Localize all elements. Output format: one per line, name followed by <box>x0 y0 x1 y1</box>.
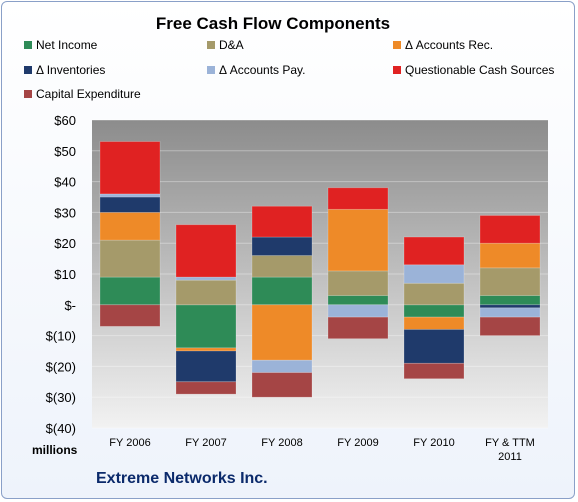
y-tick-label: $30 <box>54 205 76 220</box>
legend-item-accounts-pay: Δ Accounts Pay. <box>207 63 306 77</box>
legend-swatch <box>393 41 401 49</box>
x-tick-label: FY 2009 <box>337 437 378 449</box>
legend-swatch <box>207 41 215 49</box>
legend-item-accounts-rec: Δ Accounts Rec. <box>393 38 493 52</box>
legend-label: D&A <box>219 38 244 52</box>
company-name: Extreme Networks Inc. <box>96 470 268 487</box>
bar-segment <box>99 141 161 195</box>
bar-segment <box>175 279 237 306</box>
legend-label: Δ Accounts Rec. <box>405 38 494 52</box>
bar-segment <box>99 196 161 213</box>
y-tick-label: $- <box>64 298 76 313</box>
bar-segment <box>479 215 541 244</box>
bar-segment <box>403 316 465 330</box>
legend-label: Net Income <box>36 38 98 52</box>
bar-segment <box>99 239 161 278</box>
x-axis: FY 2006 FY 2007 FY 2008 FY 2009 FY 2010 FY & … <box>109 437 535 463</box>
bar-segment <box>251 372 313 398</box>
bar-segment <box>403 304 465 318</box>
bar-segment <box>251 205 313 238</box>
legend-item-inventories: Δ Inventories <box>24 63 105 77</box>
y-tick-label: $40 <box>54 175 76 190</box>
legend-label: Δ Inventories <box>36 63 106 77</box>
legend-item-da: D&A <box>207 38 244 52</box>
bar-segment <box>403 329 465 364</box>
chart-title: Free Cash Flow Components <box>155 14 391 33</box>
bar-segment <box>327 295 389 306</box>
x-tick-label: FY & TTM 2011 <box>485 437 535 463</box>
gridlines <box>92 119 548 429</box>
bar-segment <box>175 381 237 395</box>
y-tick-label: $60 <box>54 113 76 128</box>
legend-swatch <box>24 66 32 74</box>
legend-label: Capital Expenditure <box>36 87 141 101</box>
bar-segment <box>403 264 465 284</box>
bar-segment <box>479 307 541 318</box>
bar-segment <box>251 236 313 256</box>
bar-segment <box>175 224 237 278</box>
bar-segment <box>479 267 541 296</box>
bar-segment <box>251 359 313 373</box>
x-tick-label: FY 2010 <box>413 437 454 449</box>
bar-segment <box>251 304 313 361</box>
bar-segment <box>99 304 161 327</box>
bar-segment <box>175 304 237 349</box>
bar-segment <box>175 347 237 352</box>
legend-swatch <box>393 66 401 74</box>
bar-segment <box>251 276 313 306</box>
legend-swatch <box>207 66 215 74</box>
bar-segment <box>479 295 541 306</box>
x-tick-label: FY 2008 <box>261 437 302 449</box>
bar-segment <box>327 187 389 210</box>
bar-segment <box>99 211 161 241</box>
bar-segment <box>175 276 237 281</box>
legend-swatch <box>24 90 32 98</box>
y-tick-label: $50 <box>54 144 76 159</box>
legend-swatch <box>24 41 32 49</box>
y-axis: $60 $50 $40 $30 $20 $10 $- $(10) $(20) $(30) $(40) <box>46 113 76 436</box>
y-tick-label: $10 <box>54 267 76 282</box>
bars <box>99 141 541 398</box>
bar-segment <box>403 362 465 380</box>
bar-segment <box>403 236 465 266</box>
bar-segment <box>403 282 465 306</box>
y-tick-label: $(10) <box>46 329 76 344</box>
bar-segment <box>479 304 541 309</box>
x-tick-label: FY 2006 <box>109 437 150 449</box>
bar-segment <box>327 316 389 340</box>
bar-segment <box>251 255 313 278</box>
y-tick-label: $(20) <box>46 359 76 374</box>
legend-label: Questionable Cash Sources <box>405 63 555 77</box>
units-label: millions <box>32 443 78 457</box>
legend-item-capex: Capital Expenditure <box>24 87 141 101</box>
x-tick-label: FY 2007 <box>185 437 226 449</box>
bar-segment <box>327 208 389 272</box>
bar-segment <box>327 270 389 296</box>
bar-segment <box>99 276 161 306</box>
bar-segment <box>175 350 237 383</box>
bar-segment <box>479 242 541 269</box>
y-tick-label: $20 <box>54 236 76 251</box>
y-tick-label: $(40) <box>46 421 76 436</box>
bar-segment <box>479 316 541 336</box>
bar-segment <box>327 304 389 318</box>
legend-item-net-income: Net Income <box>24 38 97 52</box>
y-tick-label: $(30) <box>46 390 76 405</box>
legend-label: Δ Accounts Pay. <box>219 63 306 77</box>
plot-area <box>92 120 548 428</box>
bar-segment <box>99 193 161 198</box>
legend-item-questionable-cash: Questionable Cash Sources <box>393 63 554 77</box>
